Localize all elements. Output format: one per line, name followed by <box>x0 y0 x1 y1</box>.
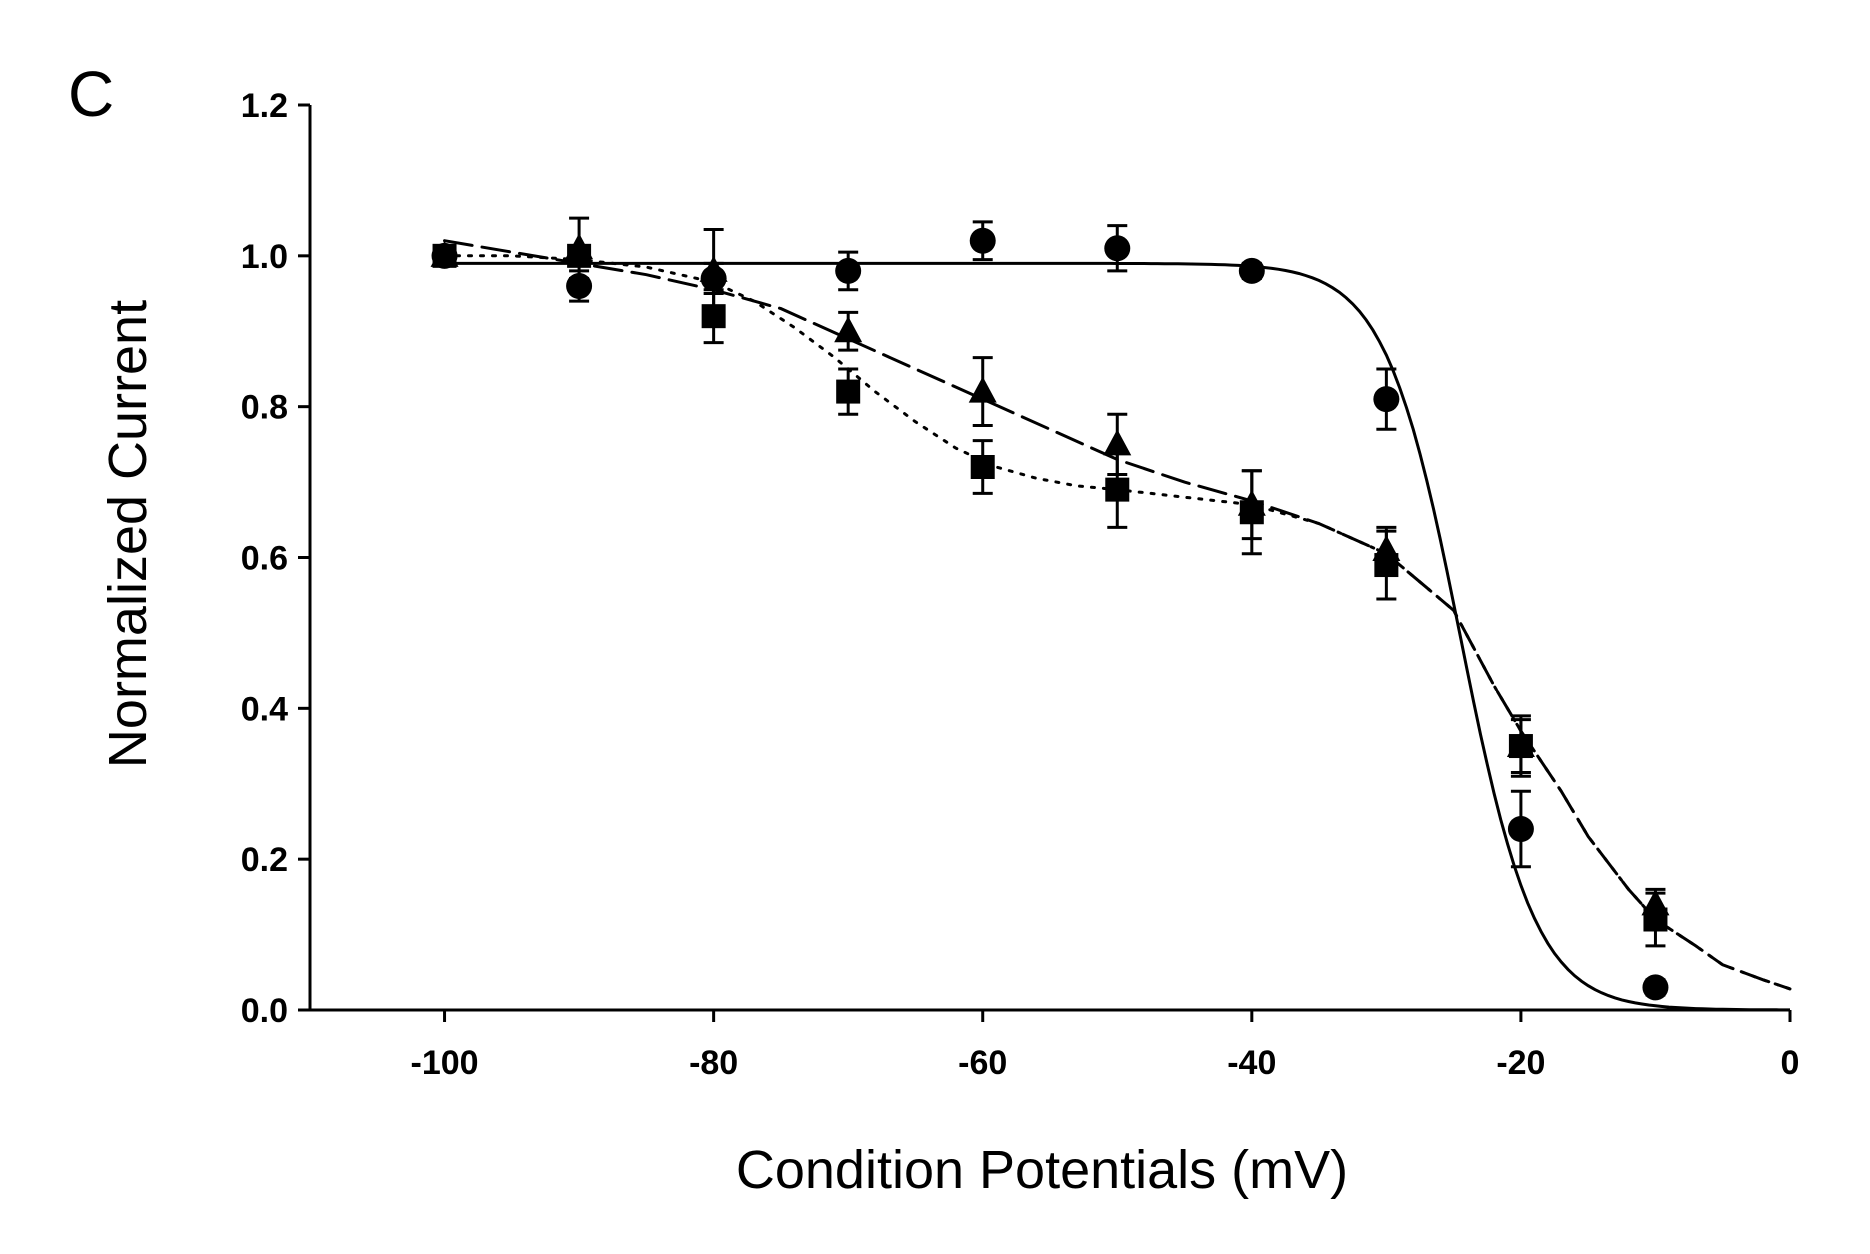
y-tick-label: 0.0 <box>241 992 288 1030</box>
plot-area <box>308 105 1792 1012</box>
x-axis-ticks: -100 -80 -60 -40 -20 0 <box>411 1010 1800 1082</box>
x-tick-label: -80 <box>689 1044 738 1082</box>
data-point-circle <box>1104 235 1131 262</box>
x-tick-label: -60 <box>958 1044 1007 1082</box>
fit-curve-series-1 <box>444 261 1790 1012</box>
panel-label: C <box>68 58 114 130</box>
data-point-square <box>836 379 861 404</box>
y-tick-label: 1.2 <box>241 87 288 125</box>
data-point-triangle <box>834 316 863 343</box>
fit-curve-dotted <box>443 254 1792 991</box>
data-point-square <box>1643 907 1668 932</box>
data-point-triangle <box>1103 429 1132 456</box>
y-tick-label: 0.8 <box>241 389 288 427</box>
y-tick-label: 0.4 <box>241 690 288 728</box>
y-axis-title: Normalized Current <box>98 300 158 768</box>
data-point-square <box>567 243 592 268</box>
data-point-square <box>1374 553 1399 578</box>
data-point-circle <box>969 227 996 254</box>
x-axis-title: Condition Potentials (mV) <box>736 1140 1348 1200</box>
data-point-square <box>1105 477 1130 502</box>
x-tick-label: 0 <box>1781 1044 1800 1082</box>
y-axis-ticks: 0.0 0.2 0.4 0.6 0.8 1.0 1.2 <box>241 87 310 1030</box>
x-tick-label: -100 <box>411 1044 479 1082</box>
data-point-square <box>432 243 457 268</box>
x-tick-label: -40 <box>1227 1044 1276 1082</box>
data-point-circle <box>1238 257 1265 284</box>
data-point-circle <box>1642 974 1669 1001</box>
y-tick-label: 1.0 <box>241 238 288 276</box>
data-point-circle <box>1507 816 1534 842</box>
data-point-square <box>970 455 995 479</box>
data-point-triangle <box>699 255 728 282</box>
data-point-circle <box>1373 386 1400 413</box>
data-point-circle <box>835 257 862 284</box>
data-point-square <box>701 304 726 329</box>
data-point-triangle <box>968 376 997 403</box>
data-point-square <box>1239 500 1264 525</box>
y-tick-label: 0.2 <box>241 841 288 879</box>
fit-curve-dashed <box>443 239 1792 991</box>
x-tick-label: -20 <box>1496 1044 1545 1082</box>
y-tick-label: 0.6 <box>241 540 288 578</box>
data-point-square <box>1508 734 1533 759</box>
